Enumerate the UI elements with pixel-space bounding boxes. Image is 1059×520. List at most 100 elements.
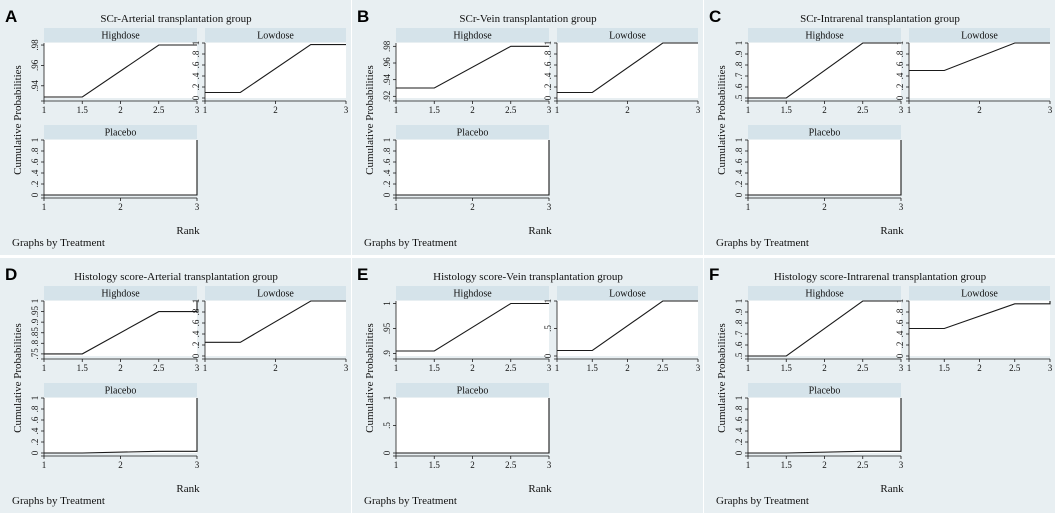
- y-tick-label: .7: [734, 330, 744, 337]
- y-tick-label: .96: [30, 59, 40, 71]
- subplot-plot-area: [44, 301, 197, 356]
- y-tick-label: .6: [734, 416, 744, 423]
- subplot-plot-area: [396, 43, 549, 98]
- subplot-strip: [396, 383, 549, 397]
- x-tick-label: 3: [696, 363, 701, 373]
- x-tick-label: 2: [470, 105, 475, 115]
- y-axis-label: Cumulative Probabilities: [12, 65, 24, 175]
- y-tick-label: .85: [30, 327, 40, 339]
- y-tick-label: 1: [734, 41, 744, 46]
- y-tick-label: .2: [734, 439, 744, 446]
- y-tick-label: .2: [895, 342, 905, 349]
- x-tick-label: 1: [907, 105, 912, 115]
- panel-title: Histology score-Intrarenal transplantati…: [774, 271, 987, 283]
- x-tick-label: 3: [1048, 105, 1053, 115]
- x-tick-label: 3: [547, 363, 552, 373]
- y-tick-label: .9: [30, 318, 40, 325]
- y-tick-label: 1: [191, 299, 201, 304]
- panel-letter: C: [709, 7, 721, 26]
- subplot-placebo: Placebo 0 .2 .4 .6 .8 1 1 2 3: [30, 125, 200, 212]
- x-tick-label: 2: [470, 460, 475, 470]
- panel-letter: F: [709, 265, 719, 284]
- y-tick-label: .6: [895, 61, 905, 68]
- subplot-placebo: Placebo 0 .5 1 1 1.5 2 2.5 3: [382, 383, 552, 470]
- y-tick-label: .94: [382, 74, 392, 86]
- y-tick-label: .6: [895, 319, 905, 326]
- y-tick-label: .6: [543, 61, 553, 68]
- cumulative-probability-line: [396, 302, 549, 352]
- x-tick-label: 2: [273, 363, 278, 373]
- chart-panel-d: D Histology score-Arterial transplantatio…: [0, 258, 351, 513]
- y-tick-label: .8: [30, 339, 40, 346]
- x-tick-label: 1: [42, 460, 47, 470]
- y-tick-label: 0: [543, 95, 553, 100]
- x-tick-label: 3: [547, 202, 552, 212]
- cumulative-probability-line: [748, 42, 901, 99]
- y-tick-label: .92: [382, 91, 392, 102]
- x-tick-label: 1: [42, 105, 47, 115]
- y-tick-label: .9: [382, 350, 392, 357]
- x-tick-label: 1: [394, 460, 399, 470]
- subplot-strip-label: Highdose: [453, 31, 492, 42]
- y-tick-label: 1: [30, 396, 40, 401]
- subplot-plot-area: [44, 398, 197, 453]
- subplot-placebo: Placebo 0 .2 .4 .6 .8 1 1 2 3: [734, 125, 904, 212]
- x-tick-label: 3: [195, 460, 200, 470]
- x-tick-label: 2: [625, 363, 630, 373]
- y-tick-label: .6: [734, 158, 744, 165]
- subplot-strip-label: Highdose: [805, 289, 844, 300]
- x-tick-label: 1: [746, 202, 751, 212]
- subplot-strip-label: Highdose: [453, 289, 492, 300]
- subplot-strip: [44, 286, 197, 300]
- y-tick-label: .8: [191, 50, 201, 57]
- y-tick-label: .4: [382, 169, 392, 176]
- x-tick-label: 1: [42, 363, 47, 373]
- y-tick-label: 0: [382, 192, 392, 197]
- x-tick-label: 2: [822, 363, 827, 373]
- graphs-note: Graphs by Treatment: [716, 237, 809, 249]
- y-tick-label: .2: [191, 84, 201, 91]
- x-tick-label: 2.5: [505, 363, 517, 373]
- subplot-placebo: Placebo 0 .2 .4 .6 .8 1 1 1.5 2 2.5 3: [734, 383, 904, 470]
- y-axis-label: Cumulative Probabilities: [364, 65, 376, 175]
- x-tick-label: 2.5: [1009, 363, 1021, 373]
- y-tick-label: .6: [734, 83, 744, 90]
- x-tick-label: 1: [746, 363, 751, 373]
- panel-title: SCr-Intrarenal transplantation group: [800, 13, 960, 25]
- y-tick-label: .8: [734, 405, 744, 412]
- y-tick-label: 1: [734, 138, 744, 143]
- x-tick-label: 1.5: [587, 363, 599, 373]
- y-tick-label: .2: [30, 439, 40, 446]
- y-tick-label: .7: [734, 72, 744, 79]
- x-tick-label: 1: [203, 105, 208, 115]
- x-tick-label: 3: [195, 105, 200, 115]
- x-tick-label: 3: [899, 202, 904, 212]
- y-tick-label: .8: [734, 61, 744, 68]
- subplot-strip: [44, 125, 197, 139]
- y-tick-label: .2: [734, 181, 744, 188]
- y-tick-label: .5: [734, 352, 744, 359]
- subplot-plot-area: [44, 140, 197, 195]
- y-tick-label: 0: [30, 192, 40, 197]
- y-tick-label: 0: [191, 95, 201, 100]
- y-tick-label: 0: [382, 450, 392, 455]
- y-tick-label: .4: [191, 330, 201, 337]
- subplot-strip: [44, 28, 197, 42]
- y-tick-label: .6: [382, 158, 392, 165]
- y-tick-label: .8: [191, 308, 201, 315]
- y-tick-label: 0: [734, 450, 744, 455]
- x-tick-label: 2: [118, 105, 123, 115]
- y-tick-label: 1: [543, 299, 553, 304]
- subplot-strip: [396, 286, 549, 300]
- x-tick-label: 1: [746, 460, 751, 470]
- x-tick-label: 1.5: [781, 363, 793, 373]
- y-tick-label: .4: [30, 427, 40, 434]
- panel-title: Histology score-Arterial transplantation…: [74, 271, 278, 283]
- x-axis-label: Rank: [528, 225, 552, 237]
- y-tick-label: .4: [734, 169, 744, 176]
- cumulative-probability-line: [44, 140, 198, 196]
- y-axis-label: Cumulative Probabilities: [716, 65, 728, 175]
- subplot-strip-label: Lowdose: [609, 31, 646, 42]
